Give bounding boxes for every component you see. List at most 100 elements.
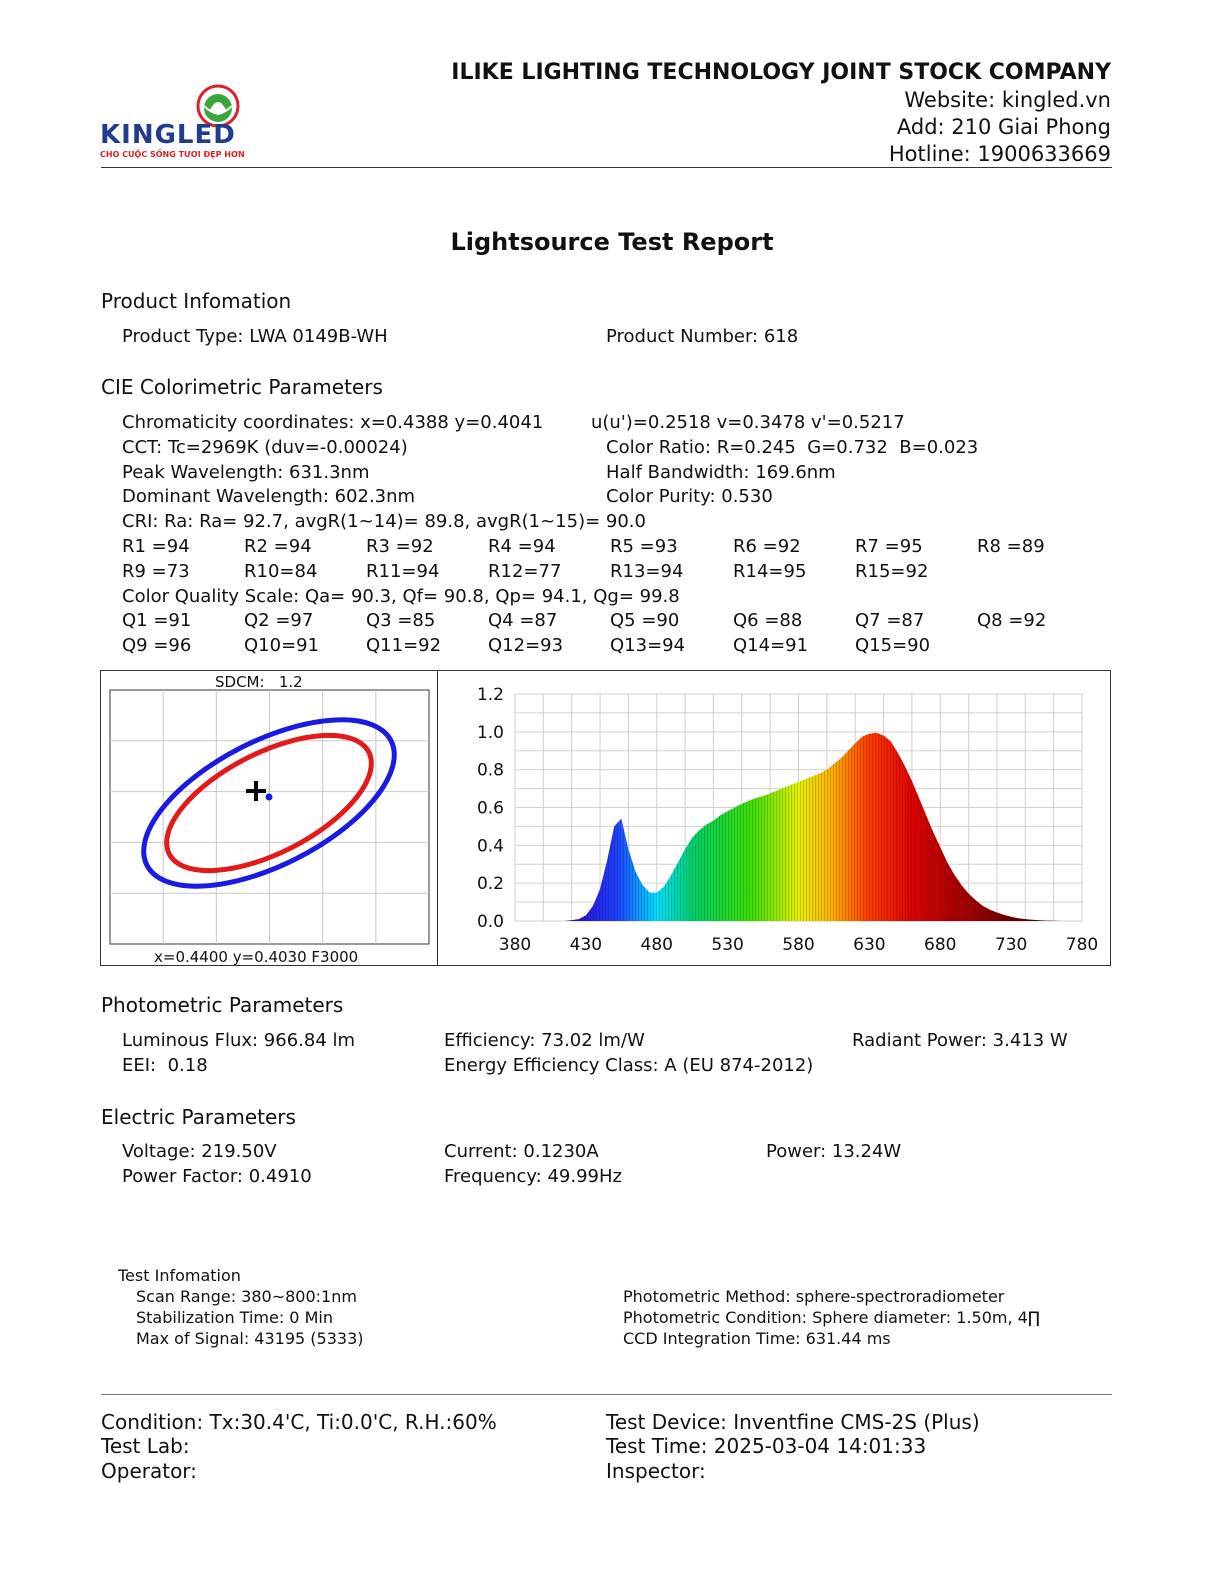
q-value: Q13=94 [610,635,686,656]
x-tick-label: 730 [995,935,1027,955]
y-tick-label: 0.4 [477,836,504,856]
ccd-integration: CCD Integration Time: 631.44 ms [623,1329,891,1348]
footer-rule [101,1394,1112,1395]
product-type: Product Type: LWA 0149B-WH [122,326,388,347]
chromaticity-coords: Chromaticity coordinates: x=0.4388 y=0.4… [122,412,544,433]
q-value: Q2 =97 [244,610,314,631]
y-tick-label: 1.2 [477,685,504,705]
r-value: R10=84 [244,561,318,582]
test-device: Test Device: Inventfine CMS-2S (Plus) [606,1410,980,1434]
q-value: Q6 =88 [733,610,803,631]
chart-divider [437,670,438,966]
sdcm-chart: SDCM: 1.2 x=0.4400 y=0.4030 F3000 [109,673,430,966]
operator: Operator: [101,1459,197,1483]
cct-value: CCT: Tc=2969K (duv=-0.00024) [122,437,408,458]
test-info-heading: Test Infomation [118,1266,241,1285]
q-value: Q5 =90 [610,610,680,631]
peak-wavelength: Peak Wavelength: 631.3nm [122,462,370,483]
color-ratio: Color Ratio: R=0.245 G=0.732 B=0.023 [606,437,979,458]
sdcm-inner-ellipse [164,732,374,874]
cqs-summary: Color Quality Scale: Qa= 90.3, Qf= 90.8,… [122,586,680,607]
photometric-heading: Photometric Parameters [101,993,344,1017]
company-website: Website: kingled.vn [904,88,1111,112]
q-value: Q15=90 [855,635,931,656]
product-heading: Product Infomation [101,289,292,313]
r-value: R7 =95 [855,536,923,557]
power: Power: 13.24W [766,1141,902,1162]
logo-wordmark: KINGLED [100,120,236,150]
y-tick-label: 0.8 [477,761,504,781]
half-bandwidth: Half Bandwidth: 169.6nm [606,462,836,483]
x-tick-label: 430 [570,935,602,955]
r-value: R6 =92 [733,536,801,557]
r-value: R12=77 [488,561,562,582]
x-tick-label: 680 [924,935,956,955]
q-value: Q12=93 [488,635,564,656]
scan-range: Scan Range: 380~800:1nm [136,1287,357,1306]
sdcm-center-cross [246,781,266,801]
x-tick-label: 780 [1066,935,1098,955]
max-signal: Max of Signal: 43195 (5333) [136,1329,364,1348]
x-tick-label: 530 [711,935,743,955]
r-value: R11=94 [366,561,440,582]
test-time: Test Time: 2025-03-04 14:01:33 [606,1434,927,1458]
q-value: Q10=91 [244,635,320,656]
logo-tagline: CHO CUỘC SỐNG TƯƠI ĐẸP HƠN [100,150,245,159]
header-rule [101,167,1112,168]
dominant-wavelength: Dominant Wavelength: 602.3nm [122,486,416,507]
x-tick-label: 580 [782,935,814,955]
sdcm-footer: x=0.4400 y=0.4030 F3000 [154,948,358,966]
spectrum-chart: 0.0 0.2 0.4 0.6 0.8 1.0 1.2 380 430 480 530 580 630… [477,685,1098,955]
r-value: R8 =89 [977,536,1045,557]
sdcm-outer-ellipse [141,717,397,889]
frequency: Frequency: 49.99Hz [444,1166,622,1187]
cri-summary: CRI: Ra: Ra= 92.7, avgR(1~14)= 89.8, avg… [122,511,646,532]
power-factor: Power Factor: 0.4910 [122,1166,312,1187]
q-value: Q7 =87 [855,610,925,631]
lotus-icon [196,84,240,128]
product-number: Product Number: 618 [606,326,799,347]
company-hotline: Hotline: 1900633669 [888,142,1111,166]
voltage: Voltage: 219.50V [122,1141,277,1162]
q-value: Q14=91 [733,635,809,656]
chart-panel [100,670,1111,966]
y-tick-label: 1.0 [477,723,504,743]
r-value: R5 =93 [610,536,678,557]
electric-heading: Electric Parameters [101,1105,296,1129]
company-address: Add: 210 Giai Phong [896,115,1111,139]
eei: EEI: 0.18 [122,1055,208,1076]
r-value: R14=95 [733,561,807,582]
x-tick-label: 630 [853,935,885,955]
photometric-method: Photometric Method: sphere-spectroradiom… [623,1287,1005,1306]
company-name: ILIKE LIGHTING TECHNOLOGY JOINT STOCK CO… [451,60,1111,85]
radiant-power: Radiant Power: 3.413 W [852,1030,1068,1051]
r-value: R3 =92 [366,536,434,557]
q-value: Q9 =96 [122,635,192,656]
luminous-flux: Luminous Flux: 966.84 lm [122,1030,356,1051]
cie-heading: CIE Colorimetric Parameters [101,375,383,399]
q-value: Q4 =87 [488,610,558,631]
current: Current: 0.1230A [444,1141,599,1162]
q-value: Q8 =92 [977,610,1047,631]
report-title: Lightsource Test Report [450,228,774,256]
inspector: Inspector: [606,1459,706,1483]
q-value: Q11=92 [366,635,442,656]
y-tick-label: 0.0 [477,912,504,932]
uv-coords: u(u')=0.2518 v=0.3478 v'=0.5217 [591,412,905,433]
spectrum-stripes [564,732,1075,921]
x-tick-label: 380 [499,935,531,955]
company-logo: KINGLED CHO CUỘC SỐNG TƯƠI ĐẸP HƠN [100,84,270,162]
photometric-condition: Photometric Condition: Sphere diameter: … [623,1308,1040,1327]
q-value: Q3 =85 [366,610,436,631]
r-value: R1 =94 [122,536,190,557]
q-value: Q1 =91 [122,610,192,631]
efficiency: Efficiency: 73.02 lm/W [444,1030,645,1051]
test-lab: Test Lab: [101,1434,190,1458]
energy-class: Energy Efficiency Class: A (EU 874-2012) [444,1055,814,1076]
r-value: R13=94 [610,561,684,582]
sdcm-label: SDCM: 1.2 [215,673,303,691]
sdcm-measured-point [265,793,273,801]
r-value: R4 =94 [488,536,556,557]
test-condition: Condition: Tx:30.4'C, Ti:0.0'C, R.H.:60% [101,1410,497,1434]
y-tick-label: 0.6 [477,799,504,819]
